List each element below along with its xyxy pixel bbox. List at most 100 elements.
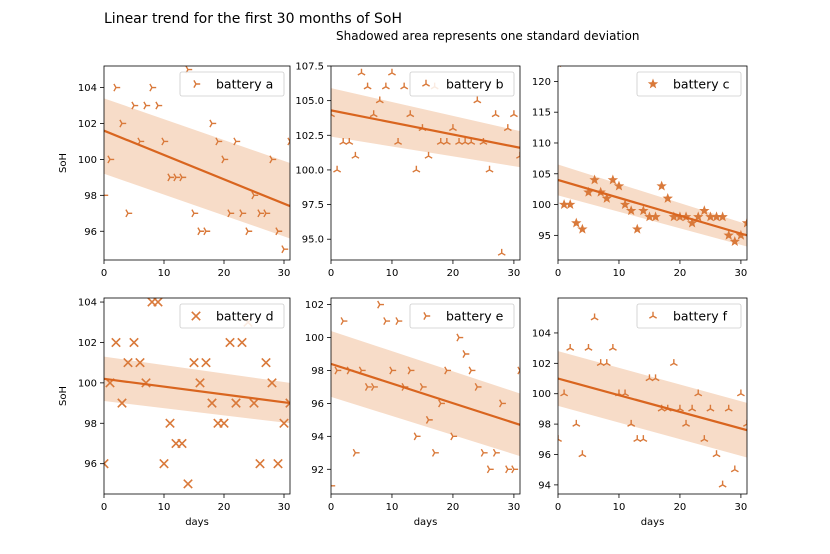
data-point [444,366,452,375]
data-point [363,82,372,90]
data-point [633,435,642,443]
data-point [237,337,247,348]
data-point [167,173,175,182]
legend: battery a [179,71,285,97]
y-tick-label: 96 [84,227,97,238]
data-point [565,199,576,209]
x-tick-label: 10 [158,502,171,513]
y-tick-label: 96 [311,399,324,410]
data-point [601,192,612,203]
data-point [560,389,569,397]
data-point [189,357,199,368]
data-point [688,404,697,412]
data-point [129,337,139,348]
legend-label: battery a [216,77,273,92]
x-tick-label: 30 [735,502,748,513]
data-point [267,378,277,388]
y-tick-label: 98 [538,420,551,431]
data-point [273,458,283,469]
y-tick-label: 98 [311,366,324,377]
legend: battery d [179,303,285,329]
data-point [509,110,518,118]
data-point [462,350,470,358]
x-tick-label: 30 [735,268,748,279]
legend-marker [191,311,201,321]
data-point [497,248,506,256]
data-point [255,458,265,469]
trend-line [331,362,520,426]
data-point [352,448,360,457]
data-point [340,317,348,326]
scatter-points [558,313,747,488]
data-point [412,165,421,173]
data-point [724,404,733,412]
panel-battery-d: 0 10 20 30 96 98 100 102 104 days SoH battery d [58,297,291,528]
legend-box [409,303,515,329]
y-tick-label: 95.0 [302,235,324,246]
data-point [686,217,698,228]
data-point [104,458,109,469]
data-point [245,227,253,236]
data-point [693,211,704,222]
data-point [694,389,703,397]
panel-battery-b: 0 10 20 30 95.0 97.5 100.0 102.5 105.0 107.5 batte… [295,62,521,279]
legend-box [179,303,285,329]
y-tick-label: 120 [532,77,551,88]
plot-frame [557,65,748,261]
data-point [736,389,745,397]
data-point [639,435,648,443]
data-point [239,209,247,218]
std-band [331,88,520,168]
y-tick-label: 94 [538,480,551,491]
data-point [345,138,354,145]
panel-battery-f: 0 10 20 30 94 96 98 100 102 104 days battery f [532,297,748,528]
data-point [448,124,457,132]
scatter-points [331,300,520,488]
data-point [656,180,667,191]
data-point [155,101,163,110]
data-point [125,209,133,218]
panel-battery-e: 0 10 20 30 92 94 96 98 100 102 days battery e [305,297,521,528]
data-point [486,465,494,474]
y-tick-label: 105.0 [295,96,324,107]
y-tick-label: 100 [78,378,97,389]
x-tick-label: 0 [555,502,561,513]
data-point [153,298,163,307]
data-point [413,432,421,441]
data-point [741,217,747,228]
data-point [357,68,366,76]
y-tick-label: 110 [532,138,551,149]
legend-box [636,303,742,329]
data-point [651,374,660,382]
y-tick-label: 102 [78,119,97,130]
x-tick-label: 10 [158,268,171,279]
data-point [438,399,445,408]
data-point [219,418,229,429]
data-point [173,173,181,182]
data-point [287,137,290,146]
data-point [275,227,283,236]
trend-line [558,377,747,432]
y-tick-label: 100 [532,389,551,400]
plot-frame [557,297,748,495]
legend: battery c [636,71,742,97]
data-point [608,343,617,351]
data-point [395,317,403,326]
y-tick-label: 104 [532,328,551,339]
x-tick-label: 0 [328,502,334,513]
y-tick-label: 100 [78,155,97,166]
data-point [503,124,512,132]
data-point [279,418,289,429]
x-tick-label: 20 [674,268,687,279]
data-point [607,174,619,185]
data-point [699,205,710,216]
x-tick-label: 30 [508,502,521,513]
legend-marker [423,312,431,320]
data-point [161,137,169,146]
data-point [257,209,265,218]
x-tick-label: 20 [447,502,460,513]
y-tick-label: 115 [532,108,551,119]
data-point [197,227,205,236]
plot-frame [103,297,291,495]
